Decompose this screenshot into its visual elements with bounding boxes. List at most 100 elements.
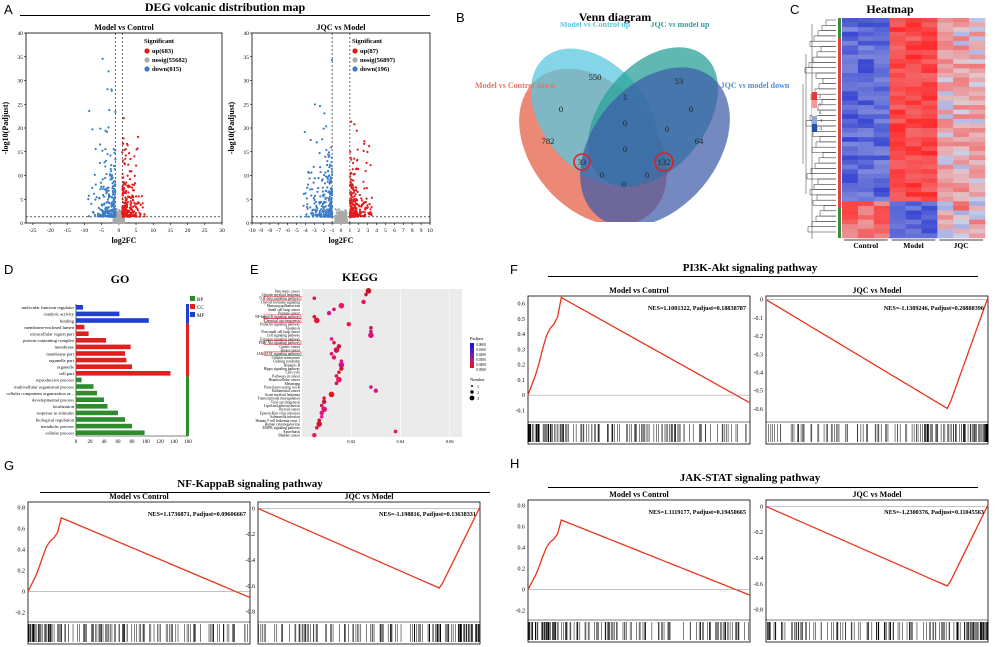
nosig-point	[345, 216, 348, 219]
up-point	[125, 210, 128, 213]
down-point	[111, 187, 114, 190]
down-point	[106, 198, 110, 201]
up-point	[140, 195, 143, 198]
down-point	[110, 88, 113, 91]
y-tick: 20	[18, 126, 24, 132]
down-point	[107, 70, 110, 73]
y-tick: -0.4	[754, 370, 764, 376]
down-point	[106, 207, 109, 210]
up-point	[131, 210, 134, 213]
up-point	[132, 195, 135, 198]
down-point	[99, 181, 102, 184]
down-point	[113, 188, 116, 191]
x-tick: 10	[150, 228, 156, 234]
y-tick: -0.6	[754, 582, 764, 588]
up-point	[365, 161, 368, 164]
nosig-point	[114, 220, 117, 223]
down-point	[107, 215, 111, 218]
down-point	[108, 108, 111, 112]
up-point	[122, 191, 125, 194]
y-tick: 10	[244, 174, 250, 180]
up-point	[130, 201, 133, 205]
x-tick: -6	[285, 228, 290, 234]
up-point	[354, 193, 357, 196]
nosig-point	[338, 213, 341, 216]
up-point	[349, 191, 352, 194]
down-point	[100, 185, 103, 188]
down-point	[113, 207, 117, 211]
up-point	[121, 207, 124, 210]
up-point	[362, 180, 365, 183]
down-point	[105, 173, 108, 176]
nosig-point	[342, 211, 345, 214]
x-tick: 2	[357, 228, 360, 234]
up-point	[131, 205, 135, 208]
y-tick: -0.6	[246, 584, 256, 590]
up-point	[134, 213, 137, 216]
panel-label-g: G	[4, 458, 15, 473]
nosig-point	[336, 219, 339, 222]
down-point	[104, 159, 108, 162]
down-point	[94, 147, 97, 151]
y-tick: -0.4	[246, 558, 256, 564]
x-tick: 20	[185, 228, 191, 234]
down-point	[113, 205, 116, 208]
down-point	[102, 185, 105, 188]
down-point	[113, 200, 116, 204]
up-point	[360, 205, 363, 208]
up-point	[133, 201, 136, 205]
up-point	[133, 183, 136, 186]
x-tick: 5	[384, 228, 387, 234]
up-point	[132, 199, 135, 202]
down-point	[109, 167, 112, 171]
gsea-plot: JQC vs Model 0 -0.2 -0.4 -0.6 -0.8 NES=-1.1988…	[246, 492, 481, 645]
up-point	[135, 206, 138, 209]
y-tick: 25	[244, 102, 250, 108]
down-point	[105, 130, 109, 133]
up-point	[364, 169, 367, 173]
up-point	[349, 194, 352, 197]
down-point	[107, 210, 110, 213]
down-point	[99, 127, 102, 130]
x-tick: -3	[312, 228, 317, 234]
y-tick: 0	[246, 221, 249, 227]
up-point	[130, 186, 134, 189]
x-tick: -4	[303, 228, 308, 234]
nosig-point	[340, 218, 343, 221]
down-point	[111, 182, 114, 185]
legend-label: up(683)	[152, 48, 173, 55]
y-tick: 25	[18, 102, 24, 108]
y-tick: 0.6	[18, 526, 26, 532]
y-tick: 0.8	[518, 503, 526, 509]
panel-label-e: E	[250, 262, 259, 277]
nosig-point	[334, 208, 337, 211]
up-point	[122, 201, 125, 204]
nosig-point	[334, 218, 337, 221]
x-tick: -2	[321, 228, 326, 234]
up-point	[143, 215, 146, 218]
down-point	[108, 202, 111, 205]
up-point	[369, 212, 372, 215]
nosig-point	[345, 218, 348, 221]
gsea-stat: NES=1.1736871, Padjust=0.09606667	[148, 511, 246, 518]
y-tick: 0.1	[518, 378, 526, 384]
gsea-subtitle: JQC vs Model	[345, 492, 395, 501]
gsea-subtitle: JQC vs Model	[853, 286, 903, 295]
up-point	[369, 208, 372, 211]
up-point	[360, 199, 364, 202]
nosig-point	[338, 215, 341, 218]
up-point	[138, 215, 142, 218]
down-point	[99, 215, 103, 218]
up-point	[127, 209, 130, 212]
up-point	[354, 186, 357, 189]
nosig-point	[121, 221, 124, 224]
gsea-plot: Model vs Control 0.6 0.5 0.4 0.3 0.2 0.1 0 -0.1 N…	[516, 286, 751, 445]
down-point	[112, 148, 115, 151]
down-point	[112, 164, 116, 167]
up-point	[122, 159, 125, 162]
nosig-point	[119, 218, 122, 221]
up-point	[127, 163, 130, 166]
down-point	[105, 187, 108, 191]
x-tick: -1	[330, 228, 335, 234]
down-point	[103, 161, 106, 164]
